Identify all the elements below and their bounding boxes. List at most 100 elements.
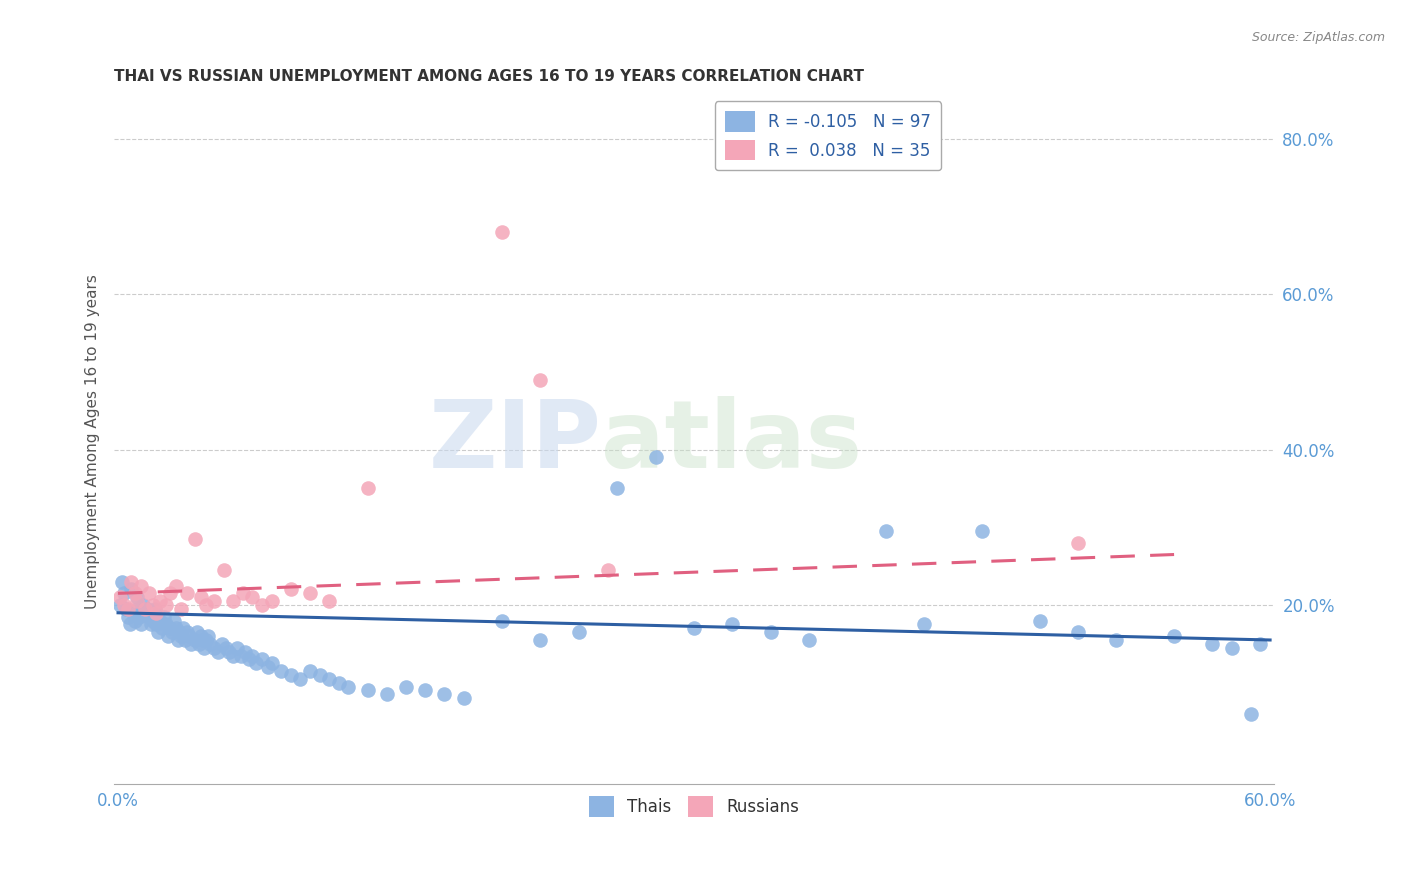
Point xyxy=(138,609,160,624)
Point xyxy=(299,664,322,678)
Point xyxy=(165,578,187,592)
Point xyxy=(134,602,156,616)
Point xyxy=(121,574,143,589)
Point xyxy=(177,629,200,643)
Point xyxy=(1240,706,1263,721)
Point xyxy=(127,591,149,605)
Point xyxy=(232,586,254,600)
Point xyxy=(759,625,782,640)
Point xyxy=(155,598,177,612)
Point xyxy=(233,645,256,659)
Point xyxy=(1163,629,1185,643)
Point xyxy=(159,586,181,600)
Point xyxy=(226,640,249,655)
Point xyxy=(127,594,149,608)
Point xyxy=(299,586,322,600)
Point xyxy=(280,668,302,682)
Point xyxy=(124,586,146,600)
Point xyxy=(122,606,145,620)
Point xyxy=(1067,625,1090,640)
Point xyxy=(145,606,167,620)
Point xyxy=(111,574,134,589)
Point xyxy=(155,617,177,632)
Y-axis label: Unemployment Among Ages 16 to 19 years: Unemployment Among Ages 16 to 19 years xyxy=(86,275,100,609)
Point xyxy=(914,617,936,632)
Point xyxy=(198,637,221,651)
Point xyxy=(193,640,215,655)
Point xyxy=(280,582,302,597)
Point xyxy=(195,598,218,612)
Point xyxy=(308,668,330,682)
Point xyxy=(184,532,207,546)
Point xyxy=(169,625,191,640)
Point xyxy=(148,625,170,640)
Point xyxy=(596,563,619,577)
Point xyxy=(970,524,993,539)
Point xyxy=(207,645,229,659)
Point xyxy=(222,594,245,608)
Point xyxy=(1028,614,1050,628)
Point xyxy=(197,629,219,643)
Point xyxy=(529,632,551,647)
Point xyxy=(150,621,173,635)
Point xyxy=(250,598,273,612)
Point xyxy=(1250,637,1272,651)
Point xyxy=(142,598,165,612)
Point xyxy=(166,632,188,647)
Point xyxy=(491,225,513,239)
Point xyxy=(121,582,143,597)
Point xyxy=(375,687,398,701)
Text: atlas: atlas xyxy=(602,396,862,488)
Text: THAI VS RUSSIAN UNEMPLOYMENT AMONG AGES 16 TO 19 YEARS CORRELATION CHART: THAI VS RUSSIAN UNEMPLOYMENT AMONG AGES … xyxy=(114,69,865,84)
Point xyxy=(568,625,591,640)
Point xyxy=(124,614,146,628)
Point xyxy=(212,563,235,577)
Legend: Thais, Russians: Thais, Russians xyxy=(582,789,806,823)
Point xyxy=(202,640,225,655)
Point xyxy=(250,652,273,666)
Point xyxy=(242,591,264,605)
Point xyxy=(218,645,240,659)
Point xyxy=(1201,637,1223,651)
Point xyxy=(117,609,139,624)
Point xyxy=(142,614,165,628)
Point xyxy=(159,621,181,635)
Point xyxy=(118,617,141,632)
Point xyxy=(413,683,436,698)
Point xyxy=(318,672,340,686)
Point xyxy=(129,578,152,592)
Point xyxy=(128,609,150,624)
Point xyxy=(721,617,744,632)
Point xyxy=(112,586,135,600)
Point xyxy=(165,621,187,635)
Point xyxy=(149,614,172,628)
Text: Source: ZipAtlas.com: Source: ZipAtlas.com xyxy=(1251,31,1385,45)
Point xyxy=(190,591,212,605)
Point xyxy=(214,640,236,655)
Point xyxy=(222,648,245,663)
Point xyxy=(453,691,475,706)
Point xyxy=(606,482,628,496)
Point xyxy=(260,594,283,608)
Point xyxy=(139,617,162,632)
Point xyxy=(108,598,131,612)
Point xyxy=(238,652,260,666)
Text: ZIP: ZIP xyxy=(429,396,602,488)
Point xyxy=(184,632,207,647)
Point xyxy=(112,598,135,612)
Point xyxy=(170,602,193,616)
Point xyxy=(172,621,194,635)
Point xyxy=(644,450,666,465)
Point xyxy=(491,614,513,628)
Point xyxy=(187,637,209,651)
Point xyxy=(211,637,233,651)
Point xyxy=(356,482,378,496)
Point xyxy=(195,632,218,647)
Point xyxy=(180,637,202,651)
Point xyxy=(529,373,551,387)
Point xyxy=(229,648,252,663)
Point xyxy=(683,621,706,635)
Point xyxy=(245,657,267,671)
Point xyxy=(290,672,312,686)
Point xyxy=(191,632,214,647)
